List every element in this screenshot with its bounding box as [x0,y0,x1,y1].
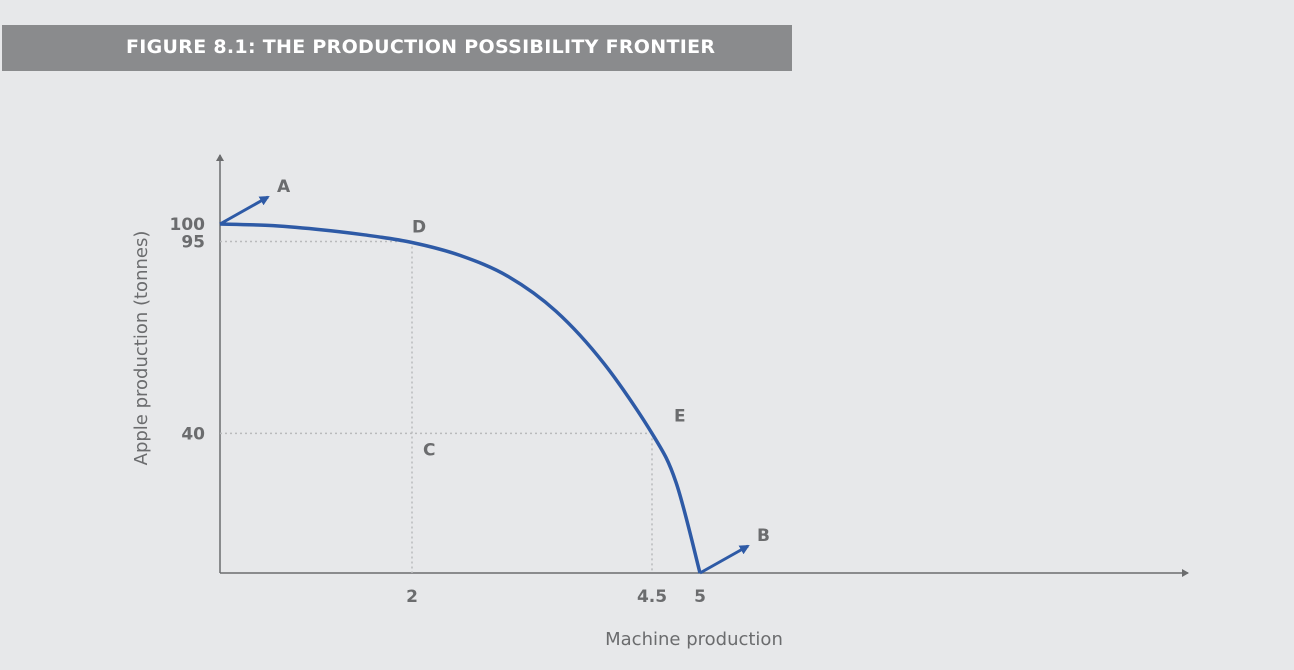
ppf-curve [219,222,702,574]
y-axis-label: Apple production (tonnes) [131,231,152,466]
y-tick-label: 100 [170,215,206,235]
x-tick-label: 4.5 [637,587,667,607]
arrow-a [219,195,270,226]
arrow-b [699,544,750,575]
arrow-label-b: B [757,526,770,546]
point-label-d: D [412,217,426,237]
x-tick-label: 5 [694,587,706,607]
arrow-label-a: A [277,177,291,197]
y-tick-label: 40 [181,424,205,444]
x-tick-label: 2 [406,587,418,607]
point-label-c: C [423,440,435,460]
figure-title: FIGURE 8.1: THE PRODUCTION POSSIBILITY F… [126,36,716,58]
figure-title-bar: FIGURE 8.1: THE PRODUCTION POSSIBILITY F… [2,25,792,71]
y-tick-label: 95 [181,232,205,252]
point-label-e: E [674,406,686,426]
point-labels: D E C [412,217,686,460]
shift-arrows: AB [219,177,770,575]
guide-lines [220,240,653,573]
x-axis-label: Machine production [605,629,783,650]
